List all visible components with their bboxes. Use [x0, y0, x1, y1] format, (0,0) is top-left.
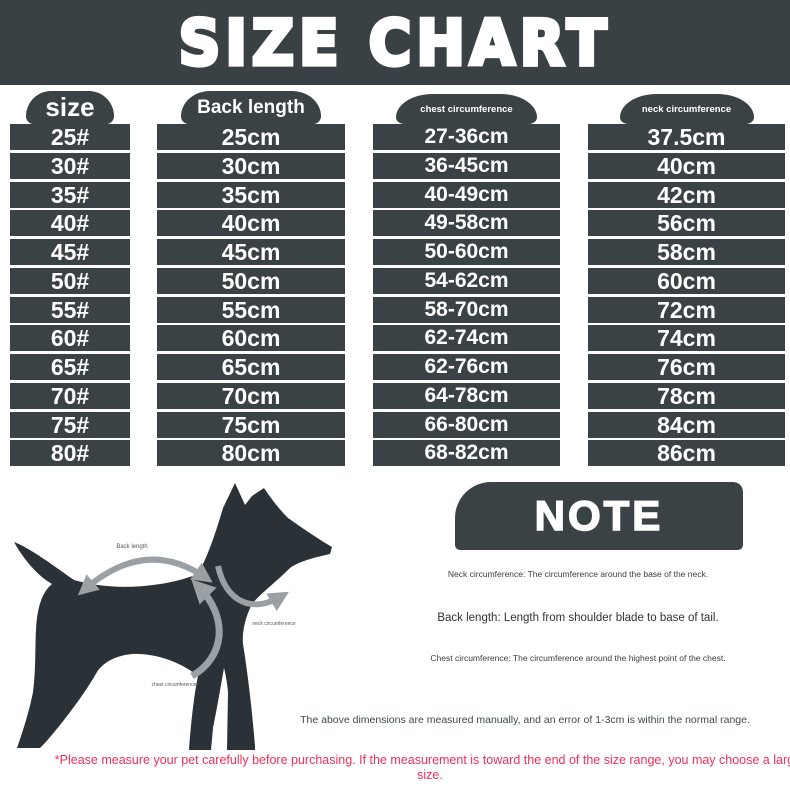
table-cell: 80#: [10, 440, 130, 467]
table-cell: 25#: [10, 124, 130, 150]
table-cell: 55#: [10, 296, 130, 323]
column-header-neck-circumference: neck circumference: [619, 94, 754, 124]
table-cell: 45cm: [157, 239, 345, 265]
table-cell: 55cm: [157, 296, 345, 323]
note-chest-definition: Chest circumference: The circumference a…: [430, 653, 726, 663]
table-cell: 84cm: [588, 411, 785, 438]
table-cell: 30cm: [157, 152, 345, 179]
column-chest-circumference: chest circumference 27-36cm 36-45cm 40-4…: [373, 91, 560, 469]
table-cell: 40#: [10, 210, 130, 237]
dog-silhouette: [14, 483, 332, 750]
table-cell: 36-45cm: [373, 152, 560, 179]
table-cell: 40-49cm: [373, 181, 560, 208]
column-neck-circumference: neck circumference 37.5cm 40cm 42cm 56cm…: [588, 91, 785, 469]
note-box: NOTE: [455, 482, 743, 550]
table-cell: 35cm: [157, 181, 345, 208]
table-cell: 78cm: [588, 382, 785, 409]
table-cell: 42cm: [588, 181, 785, 208]
note-neck-definition: Neck circumference: The circumference ar…: [447, 569, 709, 579]
table-cell: 45#: [10, 239, 130, 265]
table-cell: 86cm: [588, 440, 785, 467]
table-cell: 40cm: [157, 210, 345, 237]
chest-circumference-arrow: [190, 579, 223, 680]
table-cell: 64-78cm: [373, 382, 560, 409]
column-header-size: size: [26, 91, 114, 124]
table-cell: 35#: [10, 181, 130, 208]
column-size: size 25# 30# 35# 40# 45# 50# 55# 60# 65#…: [10, 91, 130, 469]
table-cell: 65#: [10, 354, 130, 380]
table-cell: 60cm: [588, 267, 785, 294]
column-back-length: Back length 25cm 30cm 35cm 40cm 45cm 50c…: [157, 91, 345, 469]
table-cell: 75#: [10, 411, 130, 438]
table-cell: 56cm: [588, 210, 785, 237]
table-cell: 40cm: [588, 152, 785, 179]
table-cell: 62-76cm: [373, 354, 560, 380]
table-cell: 50cm: [157, 267, 345, 294]
back-length-label: Back length: [116, 544, 147, 550]
page-title: SIZE CHART: [177, 4, 612, 82]
neck-circumference-label: neck circumference: [252, 621, 296, 627]
table-cell: 62-74cm: [373, 325, 560, 352]
table-cell: 70#: [10, 382, 130, 409]
table-cell: 66-80cm: [373, 411, 560, 438]
chest-circumference-label: chest circumference: [152, 682, 197, 688]
table-cell: 76cm: [588, 354, 785, 380]
header-bar: SIZE CHART: [0, 0, 790, 85]
table-cell: 75cm: [157, 411, 345, 438]
table-cell: 58cm: [588, 239, 785, 265]
table-cell: 65cm: [157, 354, 345, 380]
table-cell: 25cm: [157, 124, 345, 150]
table-cell: 74cm: [588, 325, 785, 352]
table-cell: 60cm: [157, 325, 345, 352]
note-back-definition: Back length: Length from shoulder blade …: [437, 612, 719, 624]
table-cell: 50#: [10, 267, 130, 294]
table-cell: 60#: [10, 325, 130, 352]
back-length-arrow: [77, 556, 213, 596]
neck-circumference-arrow: [215, 565, 289, 612]
dog-measurement-diagram: Back length neck circumference chest cir…: [14, 483, 332, 750]
table-cell: 58-70cm: [373, 296, 560, 323]
bottom-section: Back length neck circumference chest cir…: [0, 469, 790, 791]
column-header-chest-circumference: chest circumference: [396, 94, 537, 124]
table-cell: 49-58cm: [373, 210, 560, 237]
column-header-back-length: Back length: [181, 91, 321, 124]
table-cell: 70cm: [157, 382, 345, 409]
table-cell: 68-82cm: [373, 440, 560, 467]
table-cell: 27-36cm: [373, 124, 560, 150]
table-cell: 37.5cm: [588, 124, 785, 150]
table-cell: 50-60cm: [373, 239, 560, 265]
tolerance-note: The above dimensions are measured manual…: [300, 714, 750, 726]
note-title: NOTE: [534, 491, 664, 540]
table-cell: 80cm: [157, 440, 345, 467]
table-cell: 54-62cm: [373, 267, 560, 294]
measurement-warning: *Please measure your pet carefully befor…: [54, 753, 790, 782]
table-cell: 30#: [10, 152, 130, 179]
table-cell: 72cm: [588, 296, 785, 323]
size-table: size 25# 30# 35# 40# 45# 50# 55# 60# 65#…: [0, 85, 790, 469]
